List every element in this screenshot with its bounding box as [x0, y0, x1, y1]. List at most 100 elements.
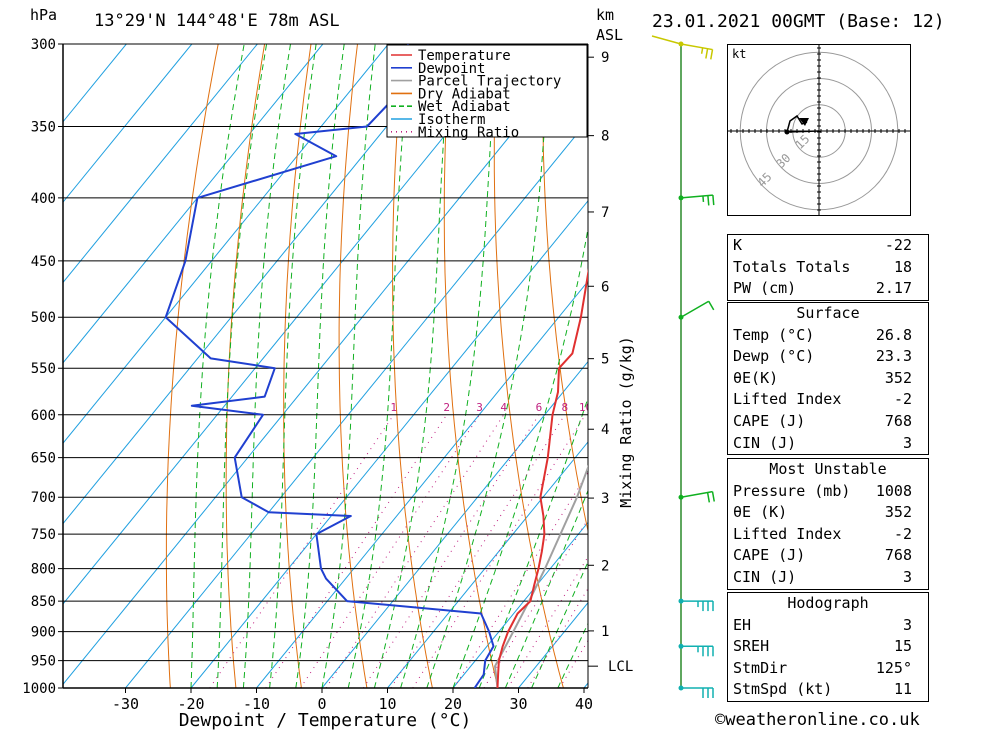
dewpoint-line — [164, 44, 495, 688]
pressure-tick-label: 500 — [31, 310, 56, 326]
hodograph-unit: kt — [732, 47, 746, 61]
km-label: km — [596, 6, 615, 24]
asl-label: ASL — [596, 26, 624, 44]
km-tick-label: 8 — [601, 129, 609, 145]
isotherm-line — [125, 119, 588, 688]
wind-barb — [678, 194, 715, 206]
pressure-tick-label: 800 — [31, 562, 56, 578]
pressure-tick-label: 900 — [31, 625, 56, 641]
mixing-ratio-line — [453, 471, 588, 688]
x-tick-label: -20 — [177, 695, 204, 713]
isotherm-line — [256, 280, 588, 688]
mixing-ratio-label: 6 — [536, 401, 543, 414]
dry-adiabat-line — [542, 44, 588, 534]
surface-row: Lifted Index -2 — [733, 390, 912, 409]
mu-row: CAPE (J) 768 — [733, 546, 912, 565]
mu-row: CIN (J) 3 — [733, 567, 912, 586]
isotherm-line — [63, 44, 455, 525]
pressure-tick-label: 300 — [31, 37, 56, 53]
surface-table: Surface Temp (°C) 26.8 Dewp (°C) 23.3 θE(K… — [727, 302, 929, 456]
km-tick-label: 9 — [601, 50, 609, 66]
temperature-line — [496, 268, 588, 688]
mixing-ratio-line — [362, 414, 540, 688]
x-axis-label: Dewpoint / Temperature (°C) — [179, 710, 472, 731]
isotherm-line — [63, 44, 324, 364]
x-tick-label: 30 — [509, 695, 527, 713]
isotherm-line — [63, 44, 193, 203]
mixing-ratio-label: 8 — [562, 401, 569, 414]
x-tick-label: 10 — [378, 695, 396, 713]
pressure-tick-label: 650 — [31, 451, 56, 467]
mu-row: θE (K) 352 — [733, 503, 912, 522]
pressure-tick-label: 700 — [31, 490, 56, 506]
hodograph-trace — [786, 114, 820, 133]
mixing-ratio-label: 3 — [476, 401, 483, 414]
mixing-ratio-lines: 1 2 3 4 6 8 10 15 20 25 — [209, 401, 681, 688]
wet-adiabat-line — [190, 44, 245, 688]
surface-row: θE(K) 352 — [733, 368, 912, 387]
isotherm-line — [63, 44, 586, 686]
lcl-label: LCL — [608, 659, 633, 675]
mixing-ratio-label: 10 — [579, 401, 592, 414]
mixing-ratio-line — [300, 414, 480, 688]
isotherm-line — [63, 44, 258, 284]
x-tick-label: 20 — [444, 695, 462, 713]
hodograph-table: Hodograph EH 3 SREH 15 StmDir 125° StmSpd (… — [727, 592, 929, 702]
dry-adiabat-line — [165, 44, 219, 688]
km-tick-label: 4 — [601, 422, 609, 438]
axis-ticks: -30 -20 -10 0 10 20 30 40 1 2 3 4 5 6 7 8 9 LCL — [112, 50, 633, 713]
mixing-ratio-label: 1 — [390, 401, 397, 414]
mixing-ratio-line — [390, 414, 566, 688]
isotherm-line — [190, 200, 588, 688]
wind-barb — [678, 643, 714, 657]
legend-item: Mixing Ratio — [418, 125, 519, 141]
index-row: Totals Totals 18 — [733, 257, 912, 276]
legend-item: Isotherm — [418, 112, 485, 128]
mixing-ratio-label: 20 — [646, 401, 659, 414]
mixing-ratio-axis-label: Mixing Ratio (g/kg) — [617, 336, 635, 508]
pressure-tick-label: 1000 — [22, 681, 56, 697]
pressure-tick-label: 950 — [31, 654, 56, 670]
pressure-tick-label: 600 — [31, 408, 56, 424]
hpa-label: hPa — [30, 6, 58, 24]
km-tick-label: 2 — [601, 558, 609, 574]
legend-item: Dry Adiabat — [418, 86, 511, 102]
most-unstable-table: Most Unstable Pressure (mb) 1008 θE (K) 35… — [727, 458, 929, 590]
credit-link[interactable]: ©weatheronline.co.uk — [715, 710, 920, 730]
hodo-row: StmDir 125° — [733, 658, 912, 677]
km-tick-label: 3 — [601, 491, 609, 507]
mixing-ratio-label: 4 — [500, 401, 507, 414]
isotherm-line — [387, 441, 588, 688]
wet-adiabat-line — [321, 44, 376, 688]
dry-adiabat-line — [961, 44, 1000, 688]
legend-item: Dewpoint — [418, 61, 485, 77]
x-tick-label: -30 — [112, 695, 139, 713]
hodo-row: StmSpd (kt) 11 — [733, 680, 912, 699]
km-tick-label: 1 — [601, 624, 609, 640]
pressure-tick-label: 550 — [31, 361, 56, 377]
pressure-tick-label: 750 — [31, 527, 56, 543]
indices-table: K -22 Totals Totals 18 PW (cm) 2.17 — [727, 234, 929, 301]
x-tick-label: -10 — [243, 695, 270, 713]
wet-adiabat-line — [504, 489, 588, 688]
wind-barb — [678, 490, 715, 503]
wind-barb — [678, 598, 714, 612]
wind-barb — [678, 41, 714, 60]
mixing-ratio-label: 25 — [668, 401, 681, 414]
wet-adiabat-line — [478, 396, 588, 688]
pressure-lines: 300 350 400 450 500 550 600 650 700 750 800 850 900 9… — [22, 37, 589, 697]
pressure-tick-label: 450 — [31, 254, 56, 270]
legend-item: Wet Adiabat — [418, 99, 511, 115]
pressure-tick-label: 400 — [31, 191, 56, 207]
index-row: PW (cm) 2.17 — [733, 279, 912, 298]
hodo-row: EH 3 — [733, 615, 912, 634]
most-unstable-title: Most Unstable — [769, 460, 887, 478]
x-tick-label: 40 — [575, 695, 593, 713]
profiles — [164, 44, 588, 688]
legend-item: Temperature — [418, 48, 511, 64]
datetime-label: 23.01.2021 00GMT (Base: 12) — [652, 11, 945, 32]
isotherm-line — [63, 44, 389, 445]
